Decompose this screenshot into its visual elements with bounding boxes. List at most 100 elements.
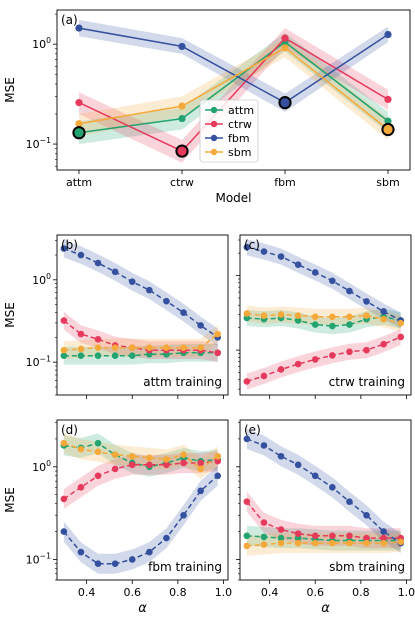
panel-b-point-attm — [60, 352, 68, 359]
panel-c-point-fbm — [243, 243, 251, 251]
panel-d-label: (d) — [61, 423, 78, 437]
panel-b-line-attm — [63, 352, 218, 357]
panel-c-point-ctrw — [397, 333, 405, 341]
panel-b-line-ctrw — [63, 320, 218, 354]
panel-d-point-ctrw — [197, 459, 204, 467]
panel-d-ytick-label: 10−1 — [26, 551, 51, 566]
panel-d-xtick-label: 1.0 — [215, 586, 233, 599]
panel-a-xtick-label: attm — [66, 176, 92, 189]
panel-d-point-ctrw — [60, 495, 68, 503]
panel-d-point-fbm — [197, 487, 204, 495]
panel-e-line-ctrw — [246, 501, 401, 539]
panel-a-point-fbm — [384, 30, 392, 39]
panel-d-point-ctrw — [94, 472, 102, 480]
panel-c-point-attm — [311, 321, 319, 328]
panel-d-ytick-label: 100 — [32, 459, 51, 474]
panel-e-point-attm — [260, 533, 268, 541]
panel-e-point-fbm — [363, 511, 370, 519]
panel-e-point-sbm — [277, 539, 285, 547]
panel-a-line-attm — [78, 41, 389, 134]
panel-e-label: (e) — [244, 423, 261, 437]
panel-e-point-attm — [243, 532, 251, 540]
panel-e-point-sbm — [260, 541, 268, 548]
panel-c-point-fbm — [260, 248, 268, 255]
panel-a-highlight-attm — [72, 126, 86, 140]
panel-b-band-ctrw — [63, 311, 218, 362]
panel-c-point-sbm — [311, 313, 319, 321]
panel-c-point-attm — [346, 321, 353, 328]
panel-d-band-sbm — [63, 433, 218, 479]
panel-a-legend-marker-fbm — [210, 134, 218, 142]
panel-b-point-attm — [77, 352, 85, 359]
panel-c-band-sbm — [246, 305, 401, 332]
panel-a-point-fbm — [75, 24, 83, 32]
panel-c-point-ctrw — [294, 360, 302, 368]
panel-d-point-sbm — [77, 445, 85, 453]
panel-a-band-sbm — [79, 38, 388, 140]
panel-d-point-ctrw — [163, 461, 170, 469]
panel-e-point-sbm — [243, 542, 251, 550]
panel-a-frame — [56, 9, 411, 171]
panel-c-label: (c) — [244, 238, 260, 252]
panel-b-point-fbm — [197, 322, 204, 329]
panel-a-point-sbm — [281, 44, 289, 52]
panel-e-line-fbm — [246, 438, 402, 544]
panel-e-point-sbm — [294, 539, 302, 547]
panel-b-point-sbm — [77, 345, 85, 353]
panel-e-point-fbm — [277, 452, 285, 460]
panel-e-point-ctrw — [363, 534, 370, 542]
panel-d-point-sbm — [146, 454, 153, 462]
panel-e-xtick-label: 0.6 — [306, 586, 324, 599]
panel-e-point-fbm — [380, 528, 387, 535]
panel-e-point-fbm — [329, 484, 336, 491]
panel-c-point-fbm — [329, 277, 336, 285]
panel-c-line-fbm — [246, 246, 402, 322]
panel-e-point-ctrw — [329, 532, 336, 540]
panel-c-annotation: ctrw training — [329, 375, 405, 389]
panel-c-point-attm — [329, 322, 336, 330]
panel-e-point-ctrw — [243, 498, 251, 506]
panel-c-point-fbm — [294, 261, 302, 268]
panel-a-legend-marker-ctrw — [210, 120, 218, 128]
panel-a-legend-label-fbm: fbm — [228, 132, 250, 145]
panel-a-point-ctrw — [281, 34, 289, 42]
panel-e-point-ctrw — [380, 534, 387, 542]
panel-a-xtick-label: fbm — [274, 176, 296, 189]
panel-b-frame — [56, 234, 229, 396]
panel-b-point-fbm — [146, 286, 153, 294]
panel-d-band-attm — [63, 433, 218, 477]
panel-b-band-fbm — [63, 239, 218, 347]
panel-e-point-ctrw — [277, 526, 285, 533]
panel-a-band-attm — [79, 32, 388, 145]
panel-d-point-sbm — [214, 452, 222, 460]
panel-d-point-ctrw — [77, 484, 85, 491]
panel-b-line-sbm — [63, 333, 219, 351]
panel-d-xtick-label: 0.4 — [78, 586, 96, 599]
panel-a-legend-label-attm: attm — [228, 104, 254, 117]
panel-b-point-ctrw — [94, 335, 102, 343]
panel-b-ytick-label: 100 — [32, 272, 51, 287]
panel-d-point-ctrw — [111, 465, 119, 473]
panel-b-point-attm — [94, 352, 102, 359]
panel-e-xlabel: α — [321, 601, 330, 616]
panel-a-xtick-label: sbm — [376, 176, 399, 189]
panel-d-point-fbm — [111, 560, 119, 567]
panel-a-point-ctrw — [384, 95, 392, 104]
panel-b-line-fbm — [63, 247, 219, 339]
panel-d-point-sbm — [60, 439, 68, 447]
panel-d-band-fbm — [63, 465, 218, 574]
panel-d-point-fbm — [60, 528, 68, 535]
panel-b-point-sbm — [163, 344, 170, 352]
panel-a-legend-label-sbm: sbm — [228, 146, 251, 159]
panel-a-highlight-ctrw — [175, 144, 189, 158]
panel-c-point-sbm — [397, 319, 405, 327]
panel-c-point-ctrw — [346, 348, 353, 356]
panel-a-point-attm — [384, 117, 392, 125]
panel-e-band-fbm — [246, 429, 401, 554]
panel-e-annotation: sbm training — [329, 560, 405, 574]
panel-d-frame — [56, 419, 229, 581]
panel-a-legend-marker-sbm — [210, 148, 218, 156]
panel-e-point-sbm — [397, 538, 405, 546]
panel-b-band-attm — [63, 344, 218, 365]
panel-b-point-ctrw — [60, 317, 68, 324]
